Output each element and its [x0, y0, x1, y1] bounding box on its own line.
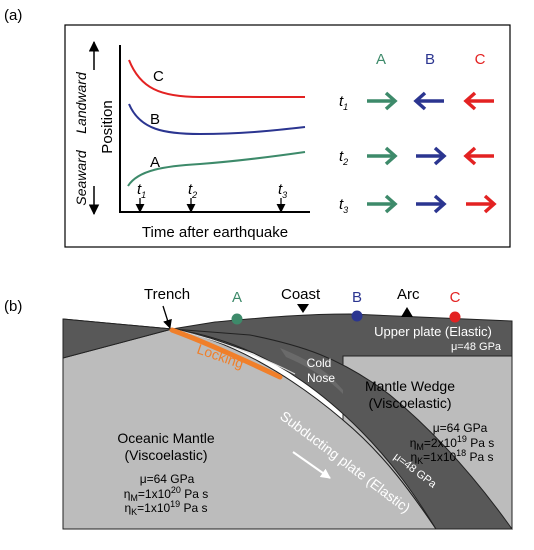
svg-text:t2: t2 — [188, 181, 197, 200]
arc-label: Arc — [397, 286, 420, 303]
cold-nose-line-2: Nose — [307, 371, 335, 385]
velocity-arrow-a-t2 — [367, 146, 398, 166]
coast-label: Coast — [281, 286, 321, 303]
cold-nose-line-1: Cold — [307, 356, 332, 370]
mantle-wedge-eta-m: ηM=2x1019 Pa s — [410, 434, 495, 452]
station-a-label: A — [232, 289, 242, 306]
velocity-arrow-c-t3 — [466, 194, 497, 214]
velocity-arrow-a-t1 — [367, 91, 398, 111]
column-header-b: B — [425, 51, 435, 68]
landward-label: Landward — [73, 71, 89, 134]
coast-marker — [297, 304, 309, 313]
velocity-arrow-b-t2 — [416, 146, 447, 166]
oceanic-mantle-mu: μ=64 GPa — [140, 472, 195, 486]
velocity-arrow-b-t1 — [413, 91, 444, 111]
oceanic-mantle-title: Oceanic Mantle — [117, 430, 214, 446]
seaward-label: Seaward — [73, 149, 89, 205]
oceanic-mantle-eta-k: ηK=1x1019 Pa s — [124, 499, 207, 517]
time-tick-2: t2 — [186, 181, 197, 213]
time-tick-2-sub: 2 — [191, 190, 197, 200]
upper-plate-props: μ=48 GPa — [451, 341, 502, 353]
station-b-label: B — [352, 289, 362, 306]
curve-b — [128, 103, 306, 136]
time-tick-3-t: t — [278, 181, 283, 198]
row-label-t2: t2 — [339, 148, 348, 167]
plate-interface — [171, 328, 296, 375]
column-header-a: A — [376, 51, 386, 68]
velocity-arrow-b-t3 — [416, 194, 447, 214]
velocity-arrow-table: A B Ct1 t2 t3 — [339, 51, 497, 215]
curve-a — [127, 151, 306, 187]
mantle-wedge-title: Mantle Wedge — [365, 378, 455, 394]
subducting-plate — [62, 318, 513, 530]
cold-nose-region — [280, 348, 343, 394]
row-label-t3: t3 — [339, 196, 348, 215]
svg-text:t3: t3 — [278, 181, 287, 200]
time-tick-1-t: t — [137, 181, 142, 198]
oceanic-mantle-eta-m: ηM=1x1020 Pa s — [124, 485, 209, 503]
svg-text:t1: t1 — [137, 181, 146, 200]
station-a-marker — [231, 313, 243, 325]
column-header-c: C — [475, 51, 486, 68]
subducting-plate-tip — [62, 318, 173, 359]
mantle-wedge-mu: μ=64 GPa — [433, 421, 488, 435]
mantle-wedge-subtitle: (Viscoelastic) — [369, 395, 452, 411]
panel-b-label: (b) — [4, 298, 22, 315]
curve-a-label: A — [150, 154, 160, 171]
oceanic-mantle-subtitle: (Viscoelastic) — [125, 447, 208, 463]
curve-c — [128, 59, 305, 98]
station-b-marker — [351, 310, 363, 322]
trench-arrow — [162, 305, 172, 329]
station-c-label: C — [450, 289, 461, 306]
velocity-arrow-c-t2 — [463, 146, 494, 166]
y-axis-label: Position — [99, 100, 116, 153]
station-c-marker — [449, 311, 461, 323]
time-tick-3-sub: 3 — [282, 190, 287, 200]
velocity-arrow-c-t1 — [463, 91, 494, 111]
panel-a-label: (a) — [4, 7, 22, 24]
time-tick-1: t1 — [135, 181, 146, 213]
x-axis-label: Time after earthquake — [142, 224, 288, 241]
velocity-arrow-a-t3 — [367, 194, 398, 214]
arc-marker — [401, 307, 413, 317]
curve-b-label: B — [150, 111, 160, 128]
time-tick-3: t3 — [276, 181, 287, 213]
mantle-wedge-eta-k: ηK=1x1018 Pa s — [410, 448, 493, 466]
subduction-direction-arrow — [292, 451, 331, 479]
panel-a-frame — [64, 24, 511, 248]
locking-zone — [169, 327, 283, 380]
row-label-t1: t1 — [339, 93, 348, 112]
upper-plate-title: Upper plate (Elastic) — [374, 324, 492, 339]
curve-c-label: C — [153, 68, 164, 85]
time-tick-1-sub: 1 — [141, 190, 146, 200]
time-tick-2-t: t — [188, 181, 193, 198]
trench-label: Trench — [144, 286, 190, 303]
